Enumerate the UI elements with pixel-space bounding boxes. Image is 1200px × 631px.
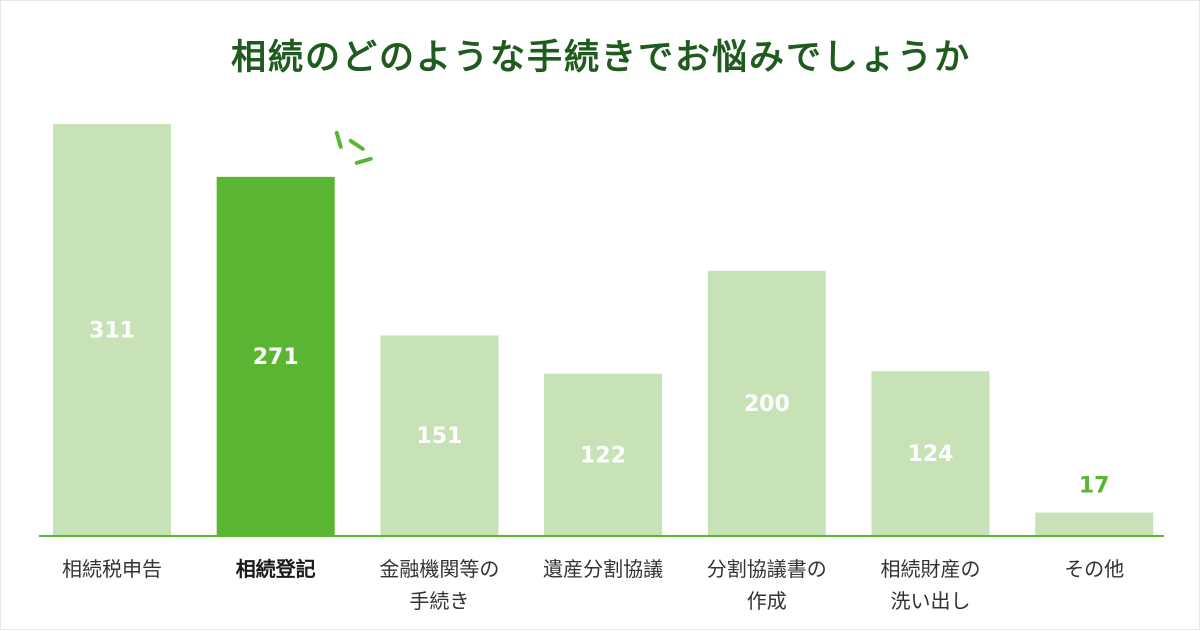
bar-value-label: 271 — [253, 345, 299, 370]
bar-value-label: 200 — [744, 392, 790, 417]
chart-title: 相続のどのような手続きでお悩みでしょうか — [230, 38, 971, 78]
bar-value-label: 124 — [908, 442, 954, 467]
category-label: 分割協議書の 作成 — [706, 557, 827, 613]
bar-value-label: 122 — [580, 443, 626, 468]
bar-0 — [53, 124, 171, 535]
bar-value-label: 17 — [1079, 474, 1110, 499]
category-label: その他 — [1064, 557, 1125, 581]
bar-1 — [216, 176, 335, 535]
emphasis-burst-icon — [334, 130, 373, 165]
bar-6 — [1035, 512, 1154, 535]
bar-value-label: 151 — [416, 424, 462, 449]
bar-5 — [871, 371, 990, 535]
category-label: 金融機関等の 手続き — [379, 557, 500, 613]
bar-value-label: 311 — [89, 319, 135, 344]
category-label: 相続税申告 — [62, 557, 162, 581]
category-label: 相続登記 — [235, 557, 316, 581]
bar-3 — [544, 373, 663, 535]
category-label: 遺産分割協議 — [543, 557, 664, 581]
bar-4 — [707, 270, 826, 535]
bar-2 — [380, 335, 499, 535]
category-label: 相続財産の 洗い出し — [880, 557, 981, 613]
